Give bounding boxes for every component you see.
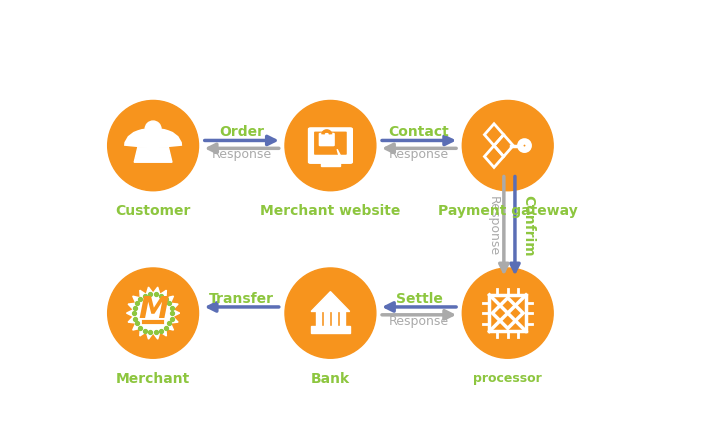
Bar [332, 311, 337, 327]
Text: M: M [138, 295, 168, 324]
Text: Bank: Bank [311, 372, 350, 386]
Text: Response: Response [389, 315, 449, 328]
Text: Customer: Customer [115, 204, 191, 218]
Text: Transfer: Transfer [209, 292, 275, 306]
FancyBboxPatch shape [319, 133, 335, 147]
Text: Response: Response [389, 148, 449, 161]
Text: Response: Response [486, 196, 499, 256]
Polygon shape [337, 149, 342, 160]
Text: Response: Response [212, 148, 272, 161]
Ellipse shape [108, 100, 199, 191]
Polygon shape [134, 147, 172, 162]
Ellipse shape [463, 100, 553, 191]
Ellipse shape [285, 100, 376, 191]
Ellipse shape [463, 268, 553, 358]
Text: Order: Order [220, 125, 265, 139]
Text: Contact: Contact [389, 125, 450, 139]
Text: Merchant website: Merchant website [260, 204, 400, 218]
FancyBboxPatch shape [308, 127, 353, 164]
Text: processor: processor [473, 372, 542, 385]
Polygon shape [127, 287, 179, 339]
Text: Merchant: Merchant [116, 372, 190, 386]
Polygon shape [311, 292, 350, 311]
Text: Settle: Settle [395, 292, 443, 306]
Bar [490, 295, 526, 331]
FancyBboxPatch shape [314, 131, 347, 155]
Text: Payment gateway: Payment gateway [438, 204, 578, 218]
Bar [324, 311, 329, 327]
Ellipse shape [108, 268, 199, 358]
Ellipse shape [145, 121, 161, 137]
Bar [321, 161, 340, 166]
Bar [311, 326, 350, 333]
Bar [340, 311, 345, 327]
Bar [316, 311, 321, 327]
Ellipse shape [285, 268, 376, 358]
Text: Confrim: Confrim [521, 195, 536, 257]
